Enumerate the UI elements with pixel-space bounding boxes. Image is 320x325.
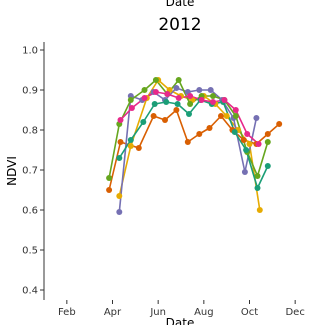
data-point	[164, 91, 171, 97]
data-point	[175, 77, 182, 83]
y-tick-label: 0.9	[22, 86, 38, 97]
y-axis-ticks: 0.4 0.5 0.6 0.7 0.8 0.9 1.0	[22, 46, 44, 297]
data-point	[127, 97, 134, 103]
data-point	[127, 137, 134, 143]
data-point	[206, 125, 213, 131]
x-axis-title: Date	[166, 316, 195, 325]
data-point	[254, 185, 261, 191]
data-point	[184, 139, 191, 145]
data-point	[152, 89, 159, 95]
y-tick-label: 0.5	[22, 246, 38, 257]
data-point	[128, 105, 135, 111]
x-axis-ticks: Feb Apr Jun Aug Oct Dec	[58, 300, 305, 318]
data-point	[207, 87, 214, 93]
data-point	[196, 131, 203, 137]
x-tick-label: Oct	[241, 307, 258, 318]
data-point	[106, 175, 113, 181]
data-point	[106, 187, 113, 193]
data-point	[244, 131, 251, 137]
data-point	[231, 129, 238, 135]
data-point	[256, 207, 263, 213]
x-tick-label: Jun	[149, 307, 166, 318]
data-point	[141, 87, 148, 93]
data-point	[173, 85, 180, 91]
data-point	[135, 145, 142, 151]
y-tick-label: 0.6	[22, 206, 38, 217]
data-point	[116, 155, 123, 161]
data-point	[276, 121, 283, 127]
data-point	[187, 93, 194, 99]
series-layer	[106, 77, 283, 215]
data-point	[141, 95, 148, 101]
data-point	[162, 117, 168, 123]
data-point	[117, 117, 124, 123]
data-point	[264, 139, 271, 145]
y-axis-title: NDVI	[5, 156, 19, 186]
data-point	[253, 115, 260, 121]
data-point	[151, 101, 158, 107]
data-point	[196, 87, 203, 93]
data-point	[117, 139, 124, 145]
y-tick-label: 1.0	[22, 46, 38, 57]
data-point	[163, 99, 170, 105]
data-point	[232, 107, 239, 113]
data-point	[255, 141, 262, 147]
data-point	[218, 113, 224, 119]
x-tick-label: Aug	[194, 307, 214, 318]
data-point	[243, 147, 250, 153]
data-point	[254, 173, 261, 179]
data-point	[264, 131, 271, 137]
series-line	[118, 99, 269, 189]
data-point	[240, 137, 247, 143]
x-tick-label: Feb	[58, 307, 76, 318]
y-tick-label: 0.8	[22, 126, 38, 137]
data-point	[150, 113, 157, 119]
y-tick-label: 0.7	[22, 166, 38, 177]
data-point	[152, 77, 159, 83]
x-tick-label: Dec	[285, 307, 304, 318]
data-point	[174, 101, 181, 107]
data-point	[241, 169, 248, 175]
data-point	[221, 97, 228, 103]
data-point	[116, 193, 123, 199]
panel-title: 2012	[158, 15, 201, 35]
data-point	[116, 209, 123, 215]
data-point	[127, 143, 134, 149]
data-point	[223, 113, 230, 119]
data-point	[198, 97, 205, 103]
data-point	[246, 141, 253, 147]
data-point	[210, 93, 216, 99]
top-axis-label: Date	[166, 0, 195, 9]
data-point	[175, 95, 182, 101]
data-point	[210, 99, 216, 105]
data-point	[187, 101, 194, 107]
x-tick-label: Apr	[104, 307, 122, 318]
y-tick-label: 0.4	[22, 286, 38, 297]
data-point	[173, 107, 180, 113]
data-point	[140, 119, 147, 125]
data-point	[186, 111, 192, 117]
data-point	[232, 113, 239, 119]
data-point	[264, 163, 271, 169]
